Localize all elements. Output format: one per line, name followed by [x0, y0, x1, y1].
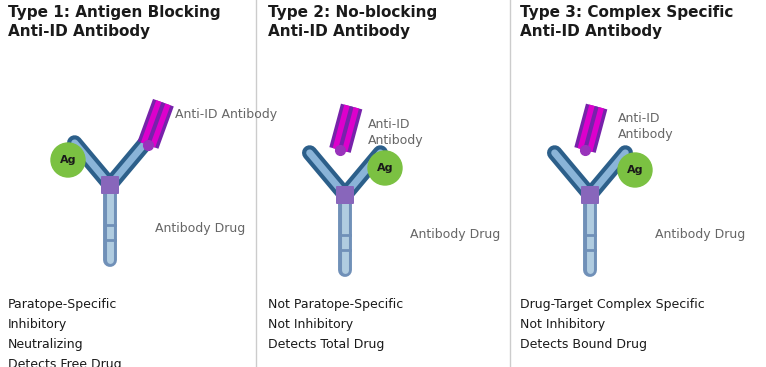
FancyBboxPatch shape	[101, 176, 119, 194]
Circle shape	[51, 143, 85, 177]
Text: Paratope-Specific
Inhibitory
Neutralizing
Detects Free Drug: Paratope-Specific Inhibitory Neutralizin…	[8, 298, 122, 367]
Text: Anti-ID Antibody: Anti-ID Antibody	[175, 108, 277, 121]
Text: Antibody Drug: Antibody Drug	[655, 228, 745, 241]
Text: Ag: Ag	[60, 155, 77, 165]
Text: Anti-ID
Antibody: Anti-ID Antibody	[618, 112, 673, 141]
Text: Antibody Drug: Antibody Drug	[155, 222, 245, 235]
Text: Not Paratope-Specific
Not Inhibitory
Detects Total Drug: Not Paratope-Specific Not Inhibitory Det…	[268, 298, 403, 351]
Text: Ag: Ag	[627, 165, 643, 175]
Circle shape	[618, 153, 652, 187]
FancyBboxPatch shape	[581, 186, 599, 204]
Text: Antibody Drug: Antibody Drug	[410, 228, 500, 241]
Circle shape	[368, 151, 402, 185]
Text: Drug-Target Complex Specific
Not Inhibitory
Detects Bound Drug: Drug-Target Complex Specific Not Inhibit…	[520, 298, 705, 351]
FancyBboxPatch shape	[336, 186, 354, 204]
Text: Type 2: No-blocking
Anti-ID Antibody: Type 2: No-blocking Anti-ID Antibody	[268, 5, 437, 39]
Text: Type 1: Antigen Blocking
Anti-ID Antibody: Type 1: Antigen Blocking Anti-ID Antibod…	[8, 5, 221, 39]
Text: Type 3: Complex Specific
Anti-ID Antibody: Type 3: Complex Specific Anti-ID Antibod…	[520, 5, 733, 39]
Text: Ag: Ag	[377, 163, 393, 173]
Text: Anti-ID
Antibody: Anti-ID Antibody	[368, 118, 424, 147]
